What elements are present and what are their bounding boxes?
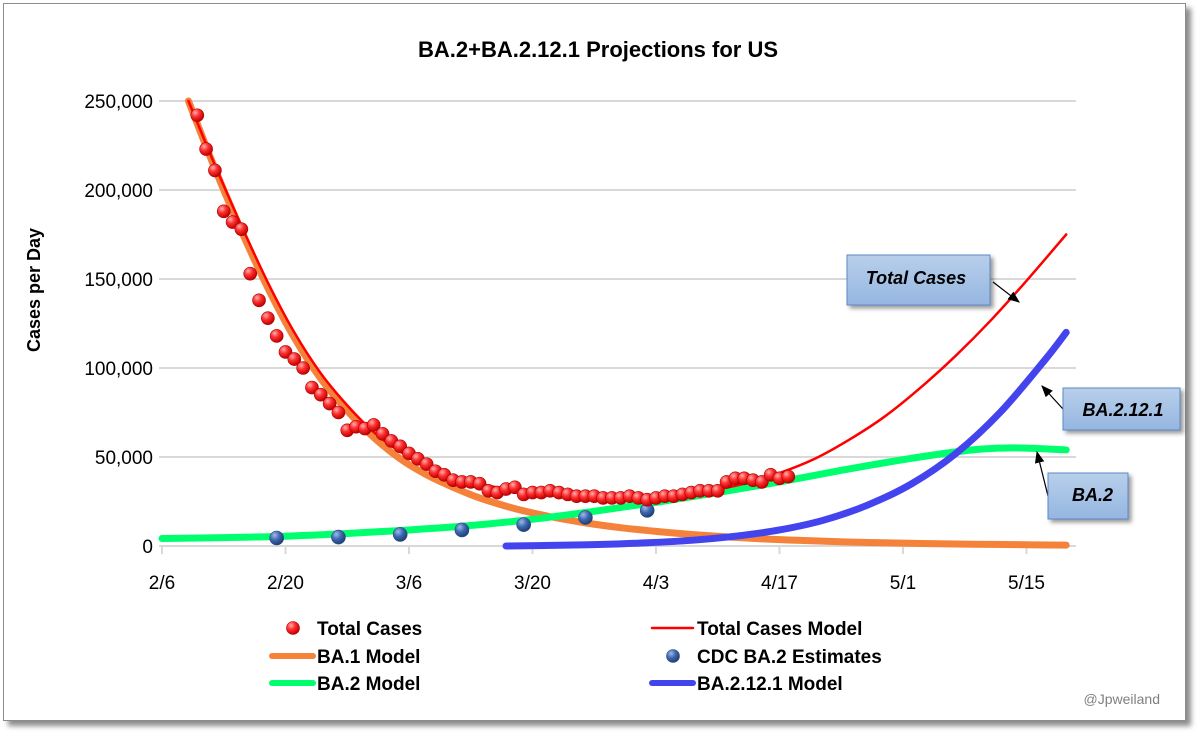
- callout-arrow: [992, 281, 1020, 303]
- cdc-estimate-point: [516, 517, 531, 532]
- callout-arrow: [1034, 450, 1049, 497]
- legend-item-ba-1-model: BA.1 Model: [269, 647, 420, 668]
- y-axis-ticks: 0 50,000 100,000 150,000 200,000 250,000: [84, 92, 153, 558]
- legend-label: CDC BA.2 Estimates: [697, 647, 882, 668]
- callout-label: BA.2: [1072, 485, 1113, 505]
- legend-item-total-cases-model: Total Cases Model: [650, 619, 862, 640]
- x-tick-label: 5/15: [1008, 573, 1045, 594]
- total-cases-point: [313, 387, 328, 402]
- y-tick-label: 0: [142, 537, 153, 558]
- callout-label: BA.2.12.1: [1082, 400, 1163, 420]
- line-ba-2-12-1-model: [502, 328, 1070, 550]
- total-cases-point: [199, 142, 213, 156]
- cdc-estimate-point: [269, 530, 284, 546]
- y-axis-label: Cases per Day: [24, 228, 44, 352]
- y-tick-label: 150,000: [84, 270, 153, 291]
- total-cases-point: [296, 361, 310, 375]
- legend-item-cdc-ba-2-estimates: CDC BA.2 Estimates: [666, 647, 882, 668]
- callout-box: [1062, 387, 1181, 431]
- total-cases-point: [366, 418, 381, 432]
- legend-item-ba-2-12-1-model: BA.2.12.1 Model: [649, 674, 843, 695]
- chart-title: BA.2+BA.2.12.1 Projections for US: [418, 37, 778, 62]
- callout-label: Total Cases: [866, 268, 966, 288]
- total-cases-point: [190, 108, 205, 123]
- x-tick-label: 3/20: [514, 573, 551, 594]
- x-tick-label: 4/17: [761, 573, 798, 594]
- total-cases-point: [216, 204, 231, 219]
- total-cases-point: [243, 266, 258, 281]
- callout-ba-2: BA.2: [1034, 450, 1129, 520]
- x-tick-label: 5/1: [890, 573, 916, 594]
- cdc-estimate-point: [331, 529, 346, 545]
- total-cases-point: [331, 405, 346, 420]
- x-tick-label: 2/20: [267, 573, 304, 594]
- x-tick-label: 2/6: [149, 573, 175, 594]
- legend-marker: [286, 621, 300, 635]
- gridlines: [159, 100, 1076, 547]
- legend-label: Total Cases: [317, 619, 422, 640]
- series-total-cases: [190, 108, 796, 507]
- total-cases-point: [208, 163, 222, 178]
- total-cases-point: [287, 352, 302, 366]
- legend-label: BA.2 Model: [317, 674, 420, 695]
- callout-total-cases: Total Cases: [846, 254, 1020, 306]
- legend-label: BA.1 Model: [317, 647, 420, 668]
- line-ba-1-model: [184, 97, 1070, 549]
- series-cdc-ba-2-estimates: [269, 503, 655, 546]
- legend-item-ba-2-model: BA.2 Model: [269, 674, 420, 695]
- series-ba-2-12-1-model: [502, 328, 1070, 550]
- y-tick-label: 50,000: [95, 448, 153, 469]
- callouts: Total Cases BA.2.12.1 BA.2: [846, 254, 1181, 520]
- legend-marker: [666, 649, 680, 663]
- callout-arrow: [1041, 385, 1064, 410]
- callout-ba-2-12-1: BA.2.12.1: [1041, 385, 1181, 431]
- total-cases-point: [322, 396, 337, 411]
- legend-label: BA.2.12.1 Model: [697, 674, 843, 695]
- cdc-estimate-point: [578, 510, 593, 525]
- legend-item-total-cases: Total Cases: [286, 619, 422, 640]
- total-cases-point: [710, 484, 725, 498]
- total-cases-point: [234, 222, 249, 236]
- total-cases-point: [269, 329, 284, 343]
- y-tick-label: 250,000: [84, 92, 153, 113]
- series-ba-1-model: [184, 97, 1070, 549]
- y-tick-label: 100,000: [84, 359, 153, 380]
- x-tick-label: 3/6: [396, 573, 422, 594]
- x-tick-label: 4/3: [643, 573, 669, 594]
- callout-box: [1047, 472, 1129, 520]
- cdc-estimate-point: [454, 522, 470, 538]
- y-tick-label: 200,000: [84, 181, 153, 202]
- total-cases-point: [261, 311, 275, 325]
- watermark: @Jpweiland: [1084, 691, 1160, 707]
- callout-box: [846, 254, 991, 306]
- total-cases-point: [781, 469, 796, 484]
- x-axis-ticks: 2/6 2/20 3/6 3/20 4/3 4/17 5/1 5/15: [149, 546, 1045, 594]
- cdc-estimate-point: [392, 527, 408, 542]
- plot-series: [158, 97, 1070, 550]
- legend-label: Total Cases Model: [697, 619, 862, 640]
- total-cases-point: [252, 293, 266, 308]
- legend: Total Cases Total Cases Model BA.1 Model CD…: [269, 619, 882, 695]
